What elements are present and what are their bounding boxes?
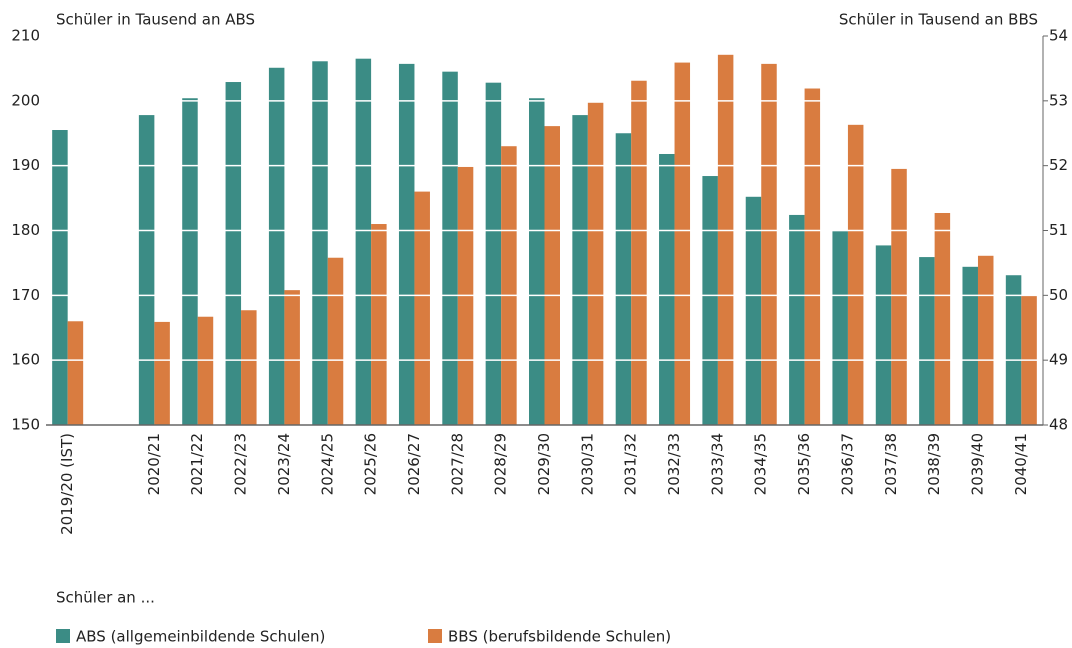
y2-axis-label: Schüler in Tausend an BBS — [839, 11, 1038, 29]
bar — [1005, 275, 1022, 425]
y-tick-label: 150 — [11, 416, 40, 434]
bar — [702, 176, 718, 425]
bar — [832, 231, 848, 425]
bar — [154, 321, 170, 425]
y-tick-label: 180 — [11, 221, 40, 239]
y2-tick-label: 53 — [1049, 91, 1068, 109]
x-tick-label: 2020/21 — [145, 433, 163, 495]
bar — [761, 63, 777, 426]
x-tick-label: 2022/23 — [232, 433, 250, 495]
bar — [67, 321, 84, 425]
y-axis-label: Schüler in Tausend an ABS — [56, 11, 255, 29]
y-tick-label: 170 — [11, 286, 40, 304]
y-tick-label: 160 — [11, 351, 40, 369]
bar — [485, 82, 502, 426]
x-tick-label: 2029/30 — [535, 433, 553, 495]
x-tick-label: 2037/38 — [882, 433, 900, 495]
legend-title: Schüler an ... — [56, 589, 155, 607]
x-tick-label: 2032/33 — [665, 433, 683, 495]
x-tick-label: 2024/25 — [318, 433, 336, 495]
bar — [615, 133, 632, 425]
bar — [891, 168, 907, 426]
bar — [225, 82, 242, 425]
bar — [414, 191, 430, 425]
x-tick-label: 2035/36 — [795, 433, 813, 495]
bar — [659, 153, 675, 425]
y-tick-label: 210 — [11, 27, 40, 45]
bar — [241, 310, 257, 425]
bar — [52, 130, 68, 425]
y2-tick-label: 48 — [1049, 416, 1068, 434]
x-tick-label: 2031/32 — [622, 433, 640, 495]
legend-swatch — [428, 629, 442, 643]
x-tick-label: 2040/41 — [1012, 433, 1030, 495]
y-tick-label: 200 — [11, 91, 40, 109]
bar — [327, 257, 344, 425]
legend-swatch — [56, 629, 70, 643]
y2-tick-label: 49 — [1049, 351, 1068, 369]
legend-label: BBS (berufsbildende Schulen) — [448, 628, 671, 646]
x-tick-label: 2023/24 — [275, 433, 293, 495]
bar — [717, 54, 734, 425]
y-tick-label: 190 — [11, 156, 40, 174]
bar — [572, 115, 588, 425]
x-tick-label: 2027/28 — [448, 433, 466, 495]
bar — [919, 257, 935, 425]
bar — [674, 62, 691, 425]
y2-tick-label: 51 — [1049, 221, 1068, 239]
x-tick-label: 2033/34 — [708, 433, 726, 495]
bar — [355, 58, 372, 426]
y2-tick-label: 54 — [1049, 27, 1068, 45]
bar — [587, 102, 604, 426]
bar — [544, 126, 560, 425]
bar — [501, 146, 517, 425]
bar — [875, 245, 892, 425]
bar — [182, 98, 198, 426]
bar — [529, 98, 545, 426]
x-tick-label: 2036/37 — [838, 433, 856, 495]
bar — [398, 63, 415, 426]
bar — [138, 115, 155, 425]
x-tick-label: 2028/29 — [492, 433, 510, 495]
bar — [197, 316, 214, 425]
x-tick-label: 2039/40 — [968, 433, 986, 495]
y2-tick-label: 52 — [1049, 156, 1068, 174]
x-tick-label: 2030/31 — [578, 433, 596, 495]
x-tick-label: 2034/35 — [752, 433, 770, 495]
bar — [847, 124, 864, 426]
x-tick-label: 2038/39 — [925, 433, 943, 495]
y2-tick-label: 50 — [1049, 286, 1068, 304]
x-tick-label: 2025/26 — [362, 433, 380, 495]
bar — [745, 196, 762, 425]
bar — [789, 214, 805, 425]
x-tick-label: 2021/22 — [188, 433, 206, 495]
bar — [631, 80, 647, 426]
bar — [312, 61, 328, 425]
x-tick-label: 2026/27 — [405, 433, 423, 495]
bar — [442, 71, 458, 426]
bar — [284, 290, 300, 425]
x-tick-label: 2019/20 (IST) — [58, 433, 76, 535]
bar — [804, 88, 821, 425]
bar — [962, 266, 978, 425]
legend-label: ABS (allgemeinbildende Schulen) — [76, 628, 325, 646]
bar — [371, 224, 387, 425]
bar — [977, 255, 994, 425]
bar — [934, 212, 951, 425]
bar — [268, 67, 285, 425]
